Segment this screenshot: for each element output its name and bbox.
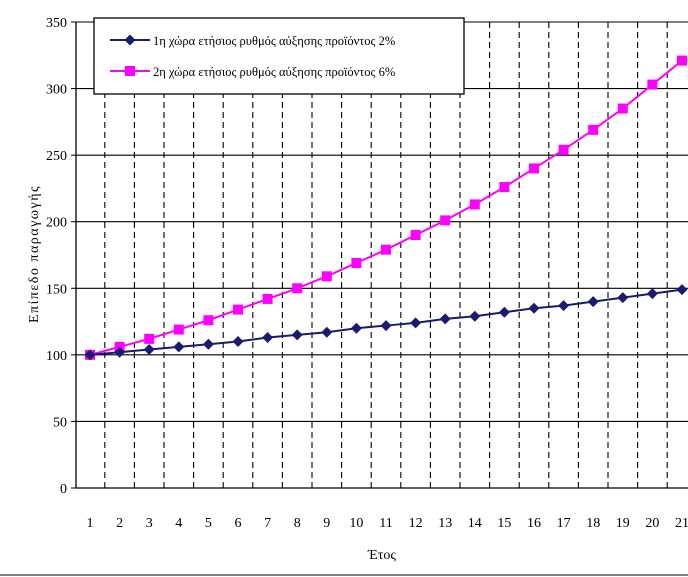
data-point-diamond bbox=[676, 284, 688, 296]
data-point-diamond bbox=[173, 341, 185, 353]
x-tick-label: 20 bbox=[645, 516, 659, 531]
data-point-diamond bbox=[558, 300, 570, 312]
data-point-square bbox=[203, 315, 214, 326]
data-point-square bbox=[677, 55, 687, 66]
data-point-diamond bbox=[143, 344, 155, 356]
data-point-diamond bbox=[114, 346, 126, 358]
data-point-diamond bbox=[439, 313, 451, 325]
data-point-square bbox=[233, 304, 243, 315]
series-line bbox=[89, 59, 683, 356]
data-point-diamond bbox=[380, 320, 392, 332]
data-point-square bbox=[469, 199, 480, 210]
data-point-square bbox=[292, 283, 303, 294]
y-tick-label: 50 bbox=[53, 415, 67, 430]
data-point-square bbox=[440, 215, 451, 226]
data-point-diamond bbox=[646, 288, 658, 300]
data-point-square bbox=[499, 182, 510, 193]
data-point-square bbox=[262, 293, 273, 304]
data-point-square bbox=[529, 163, 539, 174]
x-tick-label: 14 bbox=[468, 516, 482, 531]
x-tick-label: 18 bbox=[586, 516, 600, 531]
legend-label: 1η χώρα ετήσιος ρυθμός αύξησης προϊόντος… bbox=[153, 34, 395, 48]
data-point-diamond bbox=[232, 336, 244, 348]
series-2 bbox=[85, 55, 687, 360]
x-axis-ticks: 1 2 3 4 5 6 7 8 9 10 11 12 13 14 15 16 17 18 19 20 21 bbox=[87, 516, 688, 531]
x-tick-label: 21 bbox=[675, 516, 688, 531]
data-point-diamond bbox=[262, 332, 274, 344]
x-tick-label: 7 bbox=[264, 516, 271, 531]
chart-series bbox=[84, 55, 688, 361]
chart-grid bbox=[75, 21, 688, 489]
data-point-square bbox=[558, 144, 569, 155]
y-tick-label: 350 bbox=[46, 16, 67, 31]
data-point-square bbox=[647, 79, 658, 90]
x-tick-label: 4 bbox=[175, 516, 182, 531]
data-point-square bbox=[617, 103, 628, 114]
y-tick-label: 250 bbox=[46, 149, 67, 164]
legend-label: 2η χώρα ετήσιος ρυθμός αύξησης προϊόντος… bbox=[153, 65, 395, 79]
y-tick-label: 300 bbox=[46, 83, 67, 98]
x-tick-label: 16 bbox=[527, 516, 541, 531]
x-tick-label: 6 bbox=[235, 516, 242, 531]
x-tick-label: 9 bbox=[323, 516, 330, 531]
data-point-square bbox=[588, 124, 599, 135]
x-tick-label: 11 bbox=[379, 516, 392, 531]
data-point-square bbox=[321, 271, 332, 282]
data-point-diamond bbox=[124, 34, 136, 46]
data-point-diamond bbox=[84, 349, 96, 361]
y-tick-label: 100 bbox=[46, 349, 67, 364]
x-tick-label: 2 bbox=[116, 516, 123, 531]
x-tick-label: 13 bbox=[438, 516, 452, 531]
x-tick-label: 3 bbox=[146, 516, 153, 531]
series-1 bbox=[84, 284, 688, 361]
data-point-square bbox=[351, 257, 362, 268]
x-tick-label: 5 bbox=[205, 516, 212, 531]
x-tick-label: 19 bbox=[616, 516, 630, 531]
chart-legend: 1η χώρα ετήσιος ρυθμός αύξησης προϊόντος… bbox=[93, 17, 465, 95]
data-point-square bbox=[381, 244, 391, 255]
legend-box bbox=[93, 17, 465, 95]
x-tick-label: 12 bbox=[409, 516, 423, 531]
data-point-diamond bbox=[202, 338, 214, 350]
data-point-diamond bbox=[410, 317, 422, 329]
y-tick-label: 150 bbox=[46, 282, 67, 297]
x-tick-label: 8 bbox=[294, 516, 301, 531]
data-point-square bbox=[125, 66, 135, 76]
y-axis-title: Επίπεδο παραγωγής bbox=[27, 185, 42, 323]
data-point-diamond bbox=[617, 292, 629, 304]
x-tick-label: 1 bbox=[87, 516, 94, 531]
x-axis-title: Έτος bbox=[367, 548, 396, 563]
data-point-square bbox=[144, 333, 155, 344]
data-point-diamond bbox=[350, 322, 362, 334]
data-point-diamond bbox=[291, 329, 303, 341]
x-tick-label: 17 bbox=[557, 516, 571, 531]
data-point-diamond bbox=[528, 302, 540, 314]
data-point-square bbox=[410, 230, 421, 241]
x-tick-label: 10 bbox=[349, 516, 363, 531]
y-tick-label: 0 bbox=[60, 482, 67, 497]
x-tick-label: 15 bbox=[497, 516, 511, 531]
data-point-diamond bbox=[587, 296, 599, 308]
data-point-diamond bbox=[469, 310, 481, 322]
data-point-diamond bbox=[321, 326, 333, 338]
data-point-diamond bbox=[498, 306, 510, 318]
y-tick-label: 200 bbox=[46, 216, 67, 231]
data-point-square bbox=[173, 324, 184, 335]
y-axis-ticks: 0 50 100 150 200 250 300 350 bbox=[46, 16, 76, 497]
